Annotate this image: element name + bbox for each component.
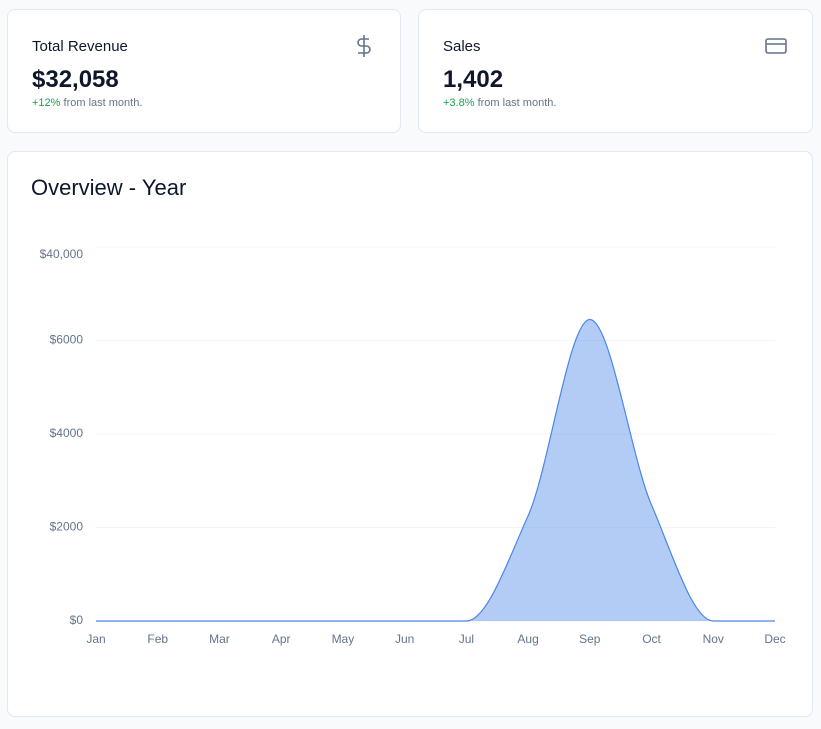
x-tick-label: Oct: [642, 632, 661, 646]
dollar-icon: [357, 35, 371, 57]
card-icon: [765, 38, 787, 54]
x-tick-label: Nov: [703, 632, 724, 646]
x-tick-label: Jan: [86, 632, 105, 646]
y-tick-label: $2000: [50, 520, 84, 534]
x-tick-label: Jun: [395, 632, 414, 646]
change: +12%: [32, 97, 61, 109]
change: +3.8%: [443, 97, 475, 109]
note: from last month.: [477, 97, 557, 109]
line: [96, 318, 775, 622]
card-note: +12% from last month.: [32, 97, 142, 109]
y-tick-label: $6000: [50, 333, 84, 347]
card: Total Revenue $32,058 +12% from last mon…: [7, 9, 401, 133]
note: from last month.: [63, 97, 143, 109]
card-note: +3.8% from last month.: [443, 97, 556, 109]
area: [96, 319, 775, 621]
card-value: $32,058: [32, 66, 119, 93]
x-tick-label: Jul: [459, 632, 474, 646]
card-title: Sales: [443, 38, 481, 55]
x-tick-label: Mar: [209, 632, 230, 646]
x-tick-label: Apr: [272, 632, 291, 646]
card-value: 1,402: [443, 66, 504, 93]
x-tick-label: Dec: [764, 632, 785, 646]
x-tick-label: Aug: [517, 632, 538, 646]
x-tick-label: Feb: [147, 632, 168, 646]
y-tick-label: $40,000: [40, 247, 84, 261]
y-tick-label: $4000: [50, 426, 84, 440]
x-tick-label: Sep: [579, 632, 601, 646]
x-tick-label: May: [332, 632, 355, 646]
y-tick-label: $0: [70, 613, 84, 627]
card-title: Total Revenue: [32, 38, 128, 55]
card: Sales 1,402 +3.8% from last month.: [418, 9, 813, 133]
chart-title: Overview - Year: [31, 175, 186, 200]
